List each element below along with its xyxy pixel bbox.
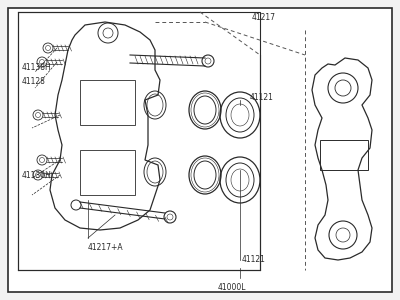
Text: 41217+A: 41217+A: [88, 244, 124, 253]
Text: 41121: 41121: [242, 256, 266, 265]
Text: 41128: 41128: [22, 77, 46, 86]
Bar: [80, 150, 135, 195]
Text: 41000L: 41000L: [218, 284, 246, 292]
Text: 41130H: 41130H: [22, 170, 52, 179]
Bar: [18, 12, 260, 270]
Text: 41138H: 41138H: [22, 64, 52, 73]
Bar: [320, 140, 368, 170]
Bar: [80, 80, 135, 125]
Text: 41121: 41121: [250, 94, 274, 103]
Text: 41217: 41217: [252, 14, 276, 22]
